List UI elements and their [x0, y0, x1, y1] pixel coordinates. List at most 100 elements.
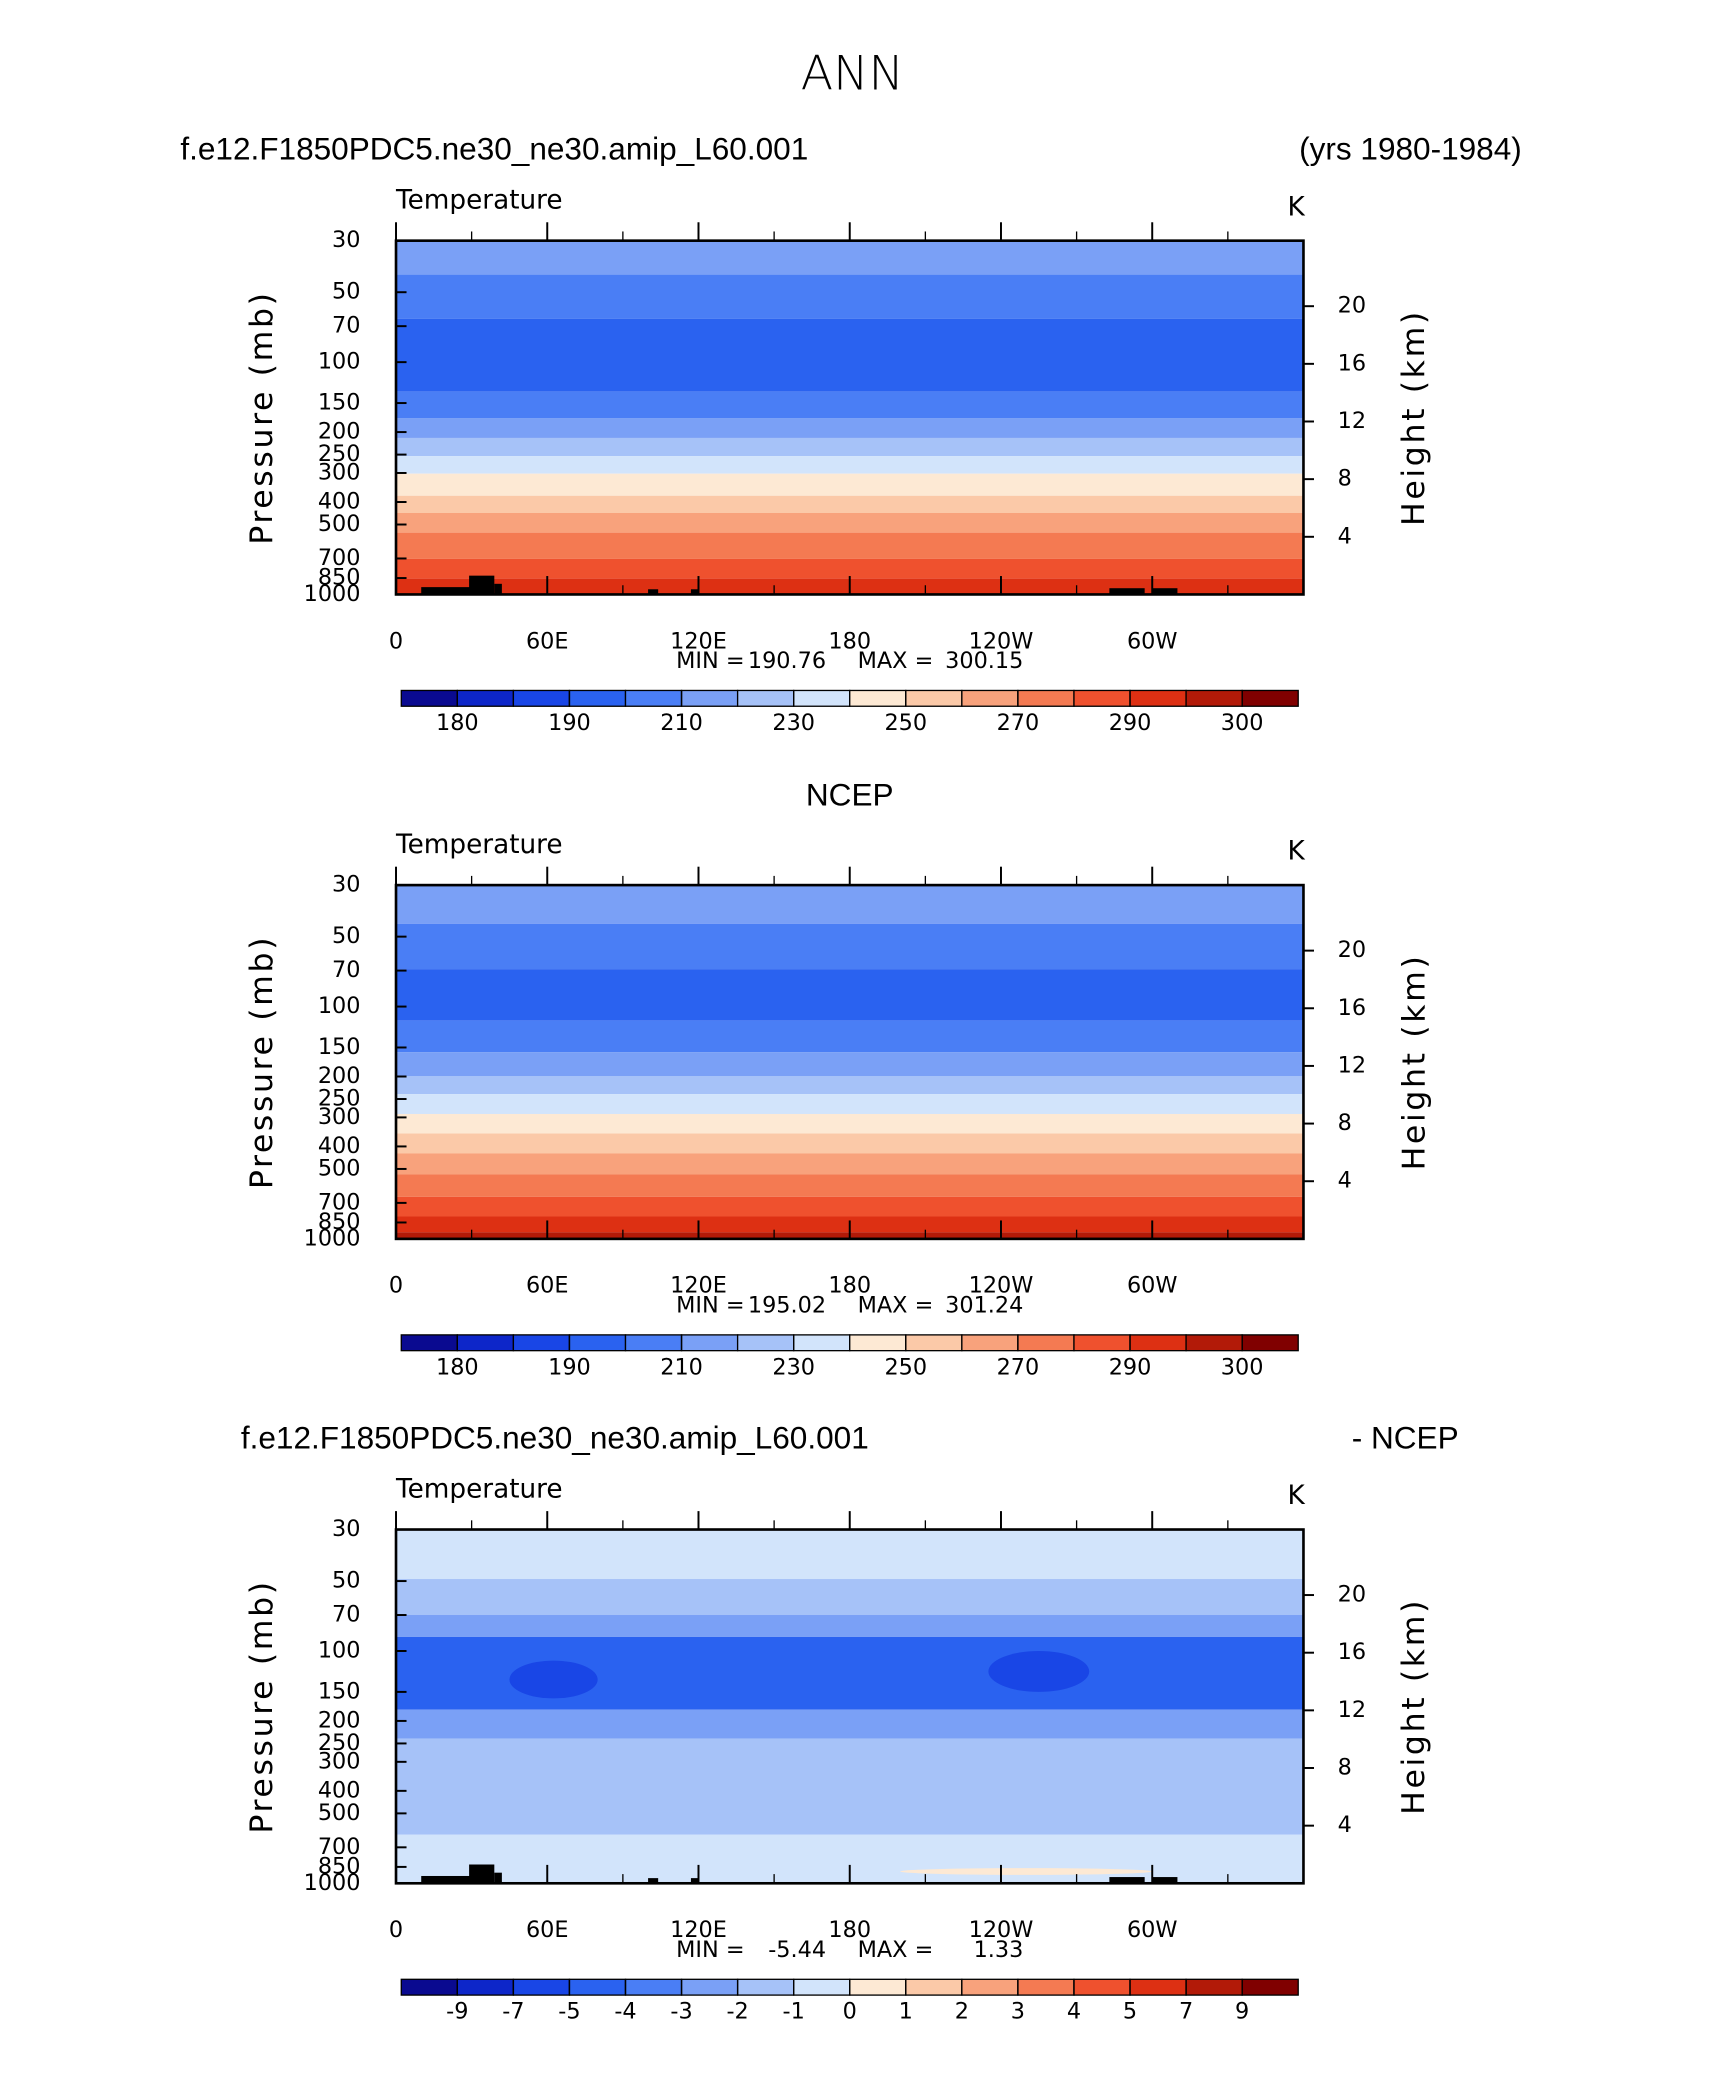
stat-label: MAX =	[858, 648, 934, 674]
contour-band	[396, 558, 1304, 579]
x-tick-label: 60E	[526, 628, 569, 654]
colorbar-box	[961, 1334, 1019, 1352]
stat-label: MAX =	[858, 1292, 934, 1318]
contour-feature	[900, 1868, 1153, 1875]
colorbar-label: -4	[614, 1999, 636, 2025]
x-tick-label: 60W	[1127, 1273, 1178, 1299]
y-axis-label: Pressure (mb)	[244, 290, 280, 544]
colorbar-label: 190	[548, 710, 591, 736]
y-tick-label: 50	[332, 279, 360, 305]
colorbar-box	[568, 689, 627, 707]
panel-title-left: f.e12.F1850PDC5.ne30_ne30.amip_L60.001	[180, 131, 808, 167]
y-tick-label: 200	[318, 1707, 361, 1733]
colorbar-box	[1017, 689, 1075, 707]
y-tick-label: 250	[318, 441, 361, 467]
y-tick-label: 1000	[304, 581, 361, 607]
y2-tick-label: 20	[1338, 1582, 1366, 1608]
y-tick-label: 100	[318, 993, 361, 1019]
colorbar-label: -7	[502, 1999, 524, 2025]
topography	[1152, 1877, 1178, 1884]
y-tick-label: 700	[318, 545, 361, 571]
contour-band	[396, 456, 1304, 474]
colorbar-box	[568, 1978, 627, 1996]
contour-band	[396, 1738, 1304, 1835]
colorbar-box	[456, 1334, 515, 1352]
y2-tick-label: 12	[1338, 1697, 1366, 1723]
colorbar-box	[680, 1978, 739, 1996]
x-tick-label: 60E	[526, 1917, 569, 1943]
colorbar-box	[1129, 689, 1187, 707]
y2-axis-label: Height (km)	[1396, 1598, 1432, 1815]
x-tick-label: 180	[828, 628, 871, 654]
colorbar-box	[961, 689, 1019, 707]
colorbar-label: 7	[1179, 1999, 1193, 2025]
stat-value: 1.33	[974, 1937, 1024, 1963]
y2-tick-label: 4	[1338, 1812, 1352, 1838]
y-axis-label: Pressure (mb)	[244, 1579, 280, 1833]
y-tick-label: 70	[332, 313, 360, 339]
colorbar-label: 2	[955, 1999, 969, 2025]
topography	[690, 589, 699, 595]
y-tick-label: 400	[318, 1133, 361, 1159]
colorbar-box	[1129, 1334, 1187, 1352]
colorbar-label: 300	[1221, 710, 1264, 736]
units: K	[1288, 192, 1306, 222]
y-tick-label: 300	[318, 1104, 361, 1130]
colorbar-box	[736, 1334, 795, 1352]
contour-band	[396, 923, 1304, 970]
colorbar-box	[456, 1978, 515, 1996]
colorbar-label: 250	[884, 710, 927, 736]
y-axis-label: Pressure (mb)	[244, 935, 280, 1189]
stat-value: 195.02	[748, 1292, 826, 1318]
colorbar-box	[624, 1334, 683, 1352]
colorbar-box	[1241, 689, 1299, 707]
colorbar-label: 230	[772, 1354, 815, 1380]
topography	[494, 583, 502, 595]
colorbar-box	[736, 1978, 795, 1996]
colorbar-box	[905, 689, 963, 707]
contour-band	[396, 1709, 1304, 1739]
panel-title: NCEP	[806, 776, 894, 812]
y-tick-label: 400	[318, 1777, 361, 1803]
topography	[421, 1875, 472, 1884]
colorbar-box	[793, 1334, 851, 1352]
contour-feature	[988, 1650, 1090, 1692]
colorbar-label: 210	[660, 1354, 703, 1380]
contour-band	[396, 1196, 1304, 1217]
colorbar-box	[512, 689, 571, 707]
y-tick-label: 700	[318, 1189, 361, 1215]
contour-band	[396, 885, 1304, 924]
contour-band	[396, 240, 1304, 275]
contour-band	[396, 418, 1304, 438]
colorbar-box	[400, 689, 458, 707]
y-tick-label: 30	[332, 227, 360, 253]
panel-title-right: - NCEP	[1352, 1419, 1459, 1455]
y-tick-label: 150	[318, 1034, 361, 1060]
contour-band	[396, 1133, 1304, 1154]
topography	[1109, 588, 1145, 595]
y-tick-label: 400	[318, 489, 361, 515]
colorbar-box	[1017, 1334, 1075, 1352]
topography	[421, 587, 472, 595]
colorbar-box	[456, 689, 515, 707]
y2-tick-label: 20	[1338, 937, 1366, 963]
colorbar-label: 290	[1109, 710, 1152, 736]
colorbar-box	[624, 689, 683, 707]
colorbar-box	[400, 1978, 458, 1996]
stat-value: 300.15	[945, 648, 1023, 674]
contour-band	[396, 1615, 1304, 1637]
y-tick-label: 200	[318, 1063, 361, 1089]
y-tick-label: 30	[332, 1516, 360, 1542]
stat-label: MAX =	[858, 1937, 934, 1963]
colorbar-label: 180	[436, 710, 479, 736]
colorbar-label: 0	[843, 1999, 857, 2025]
stat-label: MIN =	[676, 648, 744, 674]
y-tick-label: 500	[318, 511, 361, 537]
colorbar-box	[1185, 689, 1243, 707]
colorbar-label: -5	[558, 1999, 580, 2025]
panel: f.e12.F1850PDC5.ne30_ne30.amip_L60.001 (y…	[180, 131, 1521, 736]
y2-tick-label: 16	[1338, 350, 1366, 376]
x-tick-label: 60W	[1127, 628, 1178, 654]
colorbar-box	[793, 689, 851, 707]
colorbar-box	[849, 1334, 907, 1352]
